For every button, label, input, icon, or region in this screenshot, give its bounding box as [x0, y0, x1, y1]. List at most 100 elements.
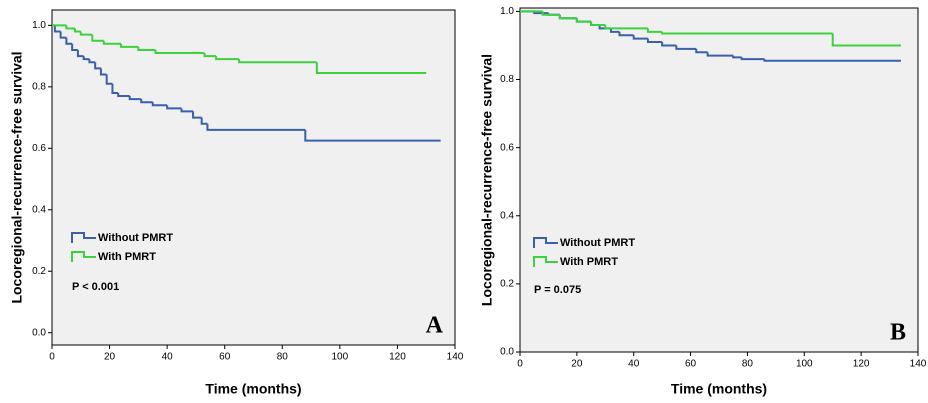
survival-step [192, 111, 202, 119]
survival-step [675, 45, 697, 50]
p-value: P < 0.001 [72, 281, 119, 293]
survival-step [166, 105, 182, 110]
plot-area [519, 7, 919, 353]
survival-step [200, 117, 208, 125]
survival-step [102, 40, 122, 45]
survival-step [111, 83, 119, 94]
survival-step [71, 43, 78, 51]
survival-step [203, 53, 217, 58]
survival-step [732, 55, 742, 59]
legend-swatch [71, 232, 96, 243]
survival-step [215, 56, 240, 61]
chart-panel: 0.0 0.2 0.4 0.6 0.8 1.0 0 20 40 60 80 100 120 140 Time… [9, 9, 464, 397]
x-tick-label: 140 [910, 359, 927, 370]
survival-step [541, 11, 560, 16]
survival-step [575, 18, 592, 23]
legend-label: With PMRT [98, 251, 156, 263]
y-tick-label: 1.0 [32, 20, 46, 31]
survival-step [94, 62, 101, 70]
survival-step [88, 59, 96, 64]
y-tick-label: 0.0 [32, 327, 46, 338]
x-tick-label: 120 [853, 359, 870, 370]
y-tick-label: 0.6 [500, 142, 514, 153]
y-tick-label: 0.4 [32, 204, 46, 215]
legend-label: Without PMRT [98, 232, 173, 244]
y-tick-label: 0.4 [500, 210, 514, 221]
survival-step [238, 59, 317, 64]
y-axis-title: Locoregional-recurrence-free survival [9, 51, 25, 303]
x-tick-label: 60 [219, 352, 231, 363]
y-tick-label: 0.0 [500, 347, 514, 358]
x-tick-label: 20 [571, 359, 583, 370]
survival-step [315, 62, 427, 75]
survival-step [151, 102, 168, 107]
x-tick-label: 100 [332, 352, 349, 363]
survival-step [128, 96, 142, 101]
x-tick-label: 120 [389, 352, 406, 363]
x-axis-title: Time (months) [205, 381, 301, 397]
x-tick-label: 40 [628, 359, 640, 370]
survival-step [117, 92, 130, 98]
survival-step [154, 49, 205, 55]
y-tick-label: 0.6 [32, 143, 46, 154]
legend-swatch [533, 256, 558, 267]
y-tick-label: 1.0 [500, 6, 514, 17]
survival-step [304, 129, 441, 142]
x-tick-label: 20 [104, 352, 116, 363]
survival-step [604, 25, 648, 30]
survival-step [590, 21, 606, 27]
plot-area [51, 9, 456, 346]
survival-step [59, 31, 67, 39]
survival-step [206, 123, 306, 131]
legend-swatch [71, 251, 96, 262]
survival-step [618, 31, 634, 37]
y-tick-label: 0.8 [500, 74, 514, 85]
survival-step [105, 74, 113, 85]
legend-label: Without PMRT [560, 237, 635, 249]
survival-step [74, 28, 81, 33]
legend-swatch [533, 237, 558, 248]
survival-step [831, 33, 901, 47]
survival-step [609, 28, 620, 33]
panel-label: B [890, 320, 906, 346]
x-tick-label: 140 [447, 352, 464, 363]
survival-step [646, 38, 663, 44]
survival-step [91, 34, 104, 42]
x-tick-label: 0 [517, 359, 523, 370]
survival-step [137, 46, 156, 51]
survival-step [632, 35, 648, 40]
survival-step [180, 108, 194, 113]
survival-step [76, 49, 84, 58]
x-tick-label: 0 [49, 352, 55, 363]
p-value: P = 0.075 [534, 284, 581, 296]
survival-step [120, 43, 139, 48]
survival-step [65, 37, 73, 45]
survival-step [558, 14, 577, 20]
x-tick-label: 40 [162, 352, 174, 363]
y-tick-label: 0.8 [32, 81, 46, 92]
survival-step [661, 31, 833, 35]
x-tick-label: 80 [277, 352, 289, 363]
survival-step [646, 28, 663, 33]
survival-step [695, 48, 708, 54]
survival-step [661, 42, 677, 47]
survival-step [740, 57, 765, 61]
y-tick-label: 0.2 [500, 279, 514, 290]
x-axis-title: Time (months) [671, 381, 767, 397]
panel-label: A [426, 313, 444, 339]
x-tick-label: 80 [742, 359, 754, 370]
y-axis-title: Locoregional-recurrence-free survival [479, 54, 495, 306]
survival-step [82, 56, 90, 61]
survival-step [53, 25, 61, 33]
y-tick-label: 0.2 [32, 266, 46, 277]
survival-step [706, 52, 734, 57]
survival-step [140, 99, 153, 104]
survival-step [79, 31, 93, 36]
survival-step [99, 68, 107, 76]
x-tick-label: 100 [796, 359, 813, 370]
chart-panel: 0.0 0.2 0.4 0.6 0.8 1.0 0 20 40 60 80 100 120 140 Time… [479, 6, 927, 397]
survival-step [65, 25, 76, 30]
survival-step [763, 59, 901, 62]
